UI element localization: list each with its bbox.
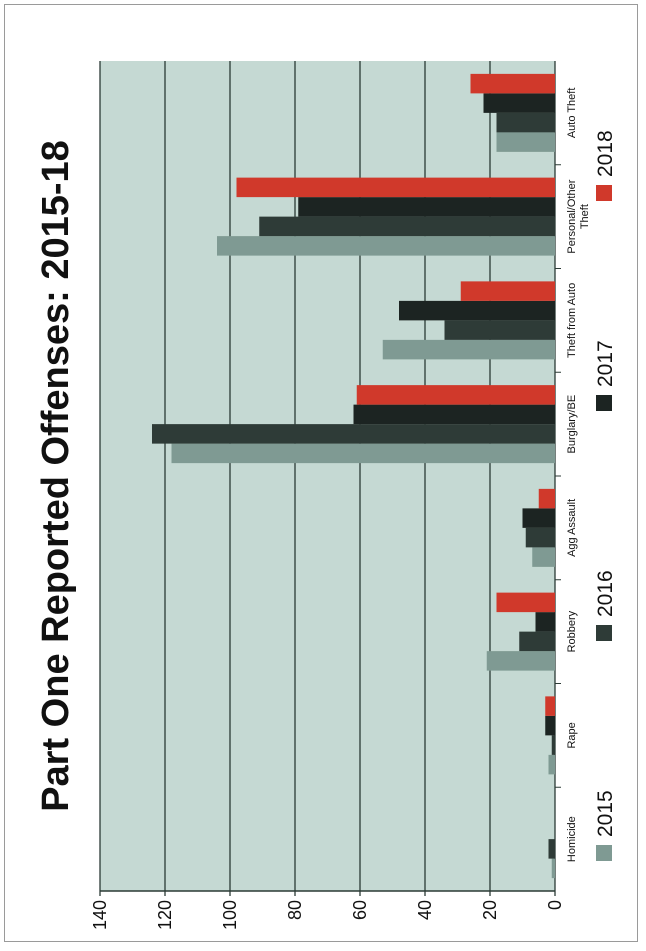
bar-2015-3: [532, 547, 555, 567]
category-label: Personal/OtherTheft: [566, 179, 591, 253]
bar-2016-7: [496, 112, 555, 133]
bar-2016-4: [152, 424, 555, 444]
bar-2018-6: [236, 177, 555, 198]
y-tick-label: 40: [415, 900, 435, 920]
bar-2018-1: [545, 696, 555, 716]
bar-2017-4: [353, 404, 555, 425]
legend-swatch-2016: [596, 625, 612, 641]
bar-2016-6: [259, 216, 555, 237]
y-tick-label: 100: [220, 900, 240, 930]
legend-label-2016: 2016: [594, 570, 617, 617]
bar-2015-5: [382, 339, 555, 360]
bar-2016-1: [551, 735, 555, 755]
legend-swatch-2018: [596, 185, 612, 201]
y-tick-label: 60: [350, 900, 370, 920]
bar-2015-7: [496, 132, 555, 152]
y-axis-ticks: 0 20 40 60 80 100 120 140: [90, 891, 565, 930]
bar-2015-0: [551, 858, 555, 879]
category-label: Agg Assault: [566, 499, 578, 557]
y-tick-label: 20: [480, 900, 500, 920]
bar-2015-4: [171, 443, 555, 464]
category-label: Auto Theft: [566, 88, 578, 139]
bar-2015-6: [217, 236, 555, 256]
legend-label-2018: 2018: [594, 130, 617, 177]
legend-label-2017: 2017: [594, 340, 617, 387]
legend-swatch-2017: [596, 395, 612, 411]
bar-2017-2: [535, 612, 555, 632]
bar-2018-3: [538, 488, 555, 509]
legend-label-2015: 2015: [594, 790, 617, 837]
category-labels: Homicide Rape Robbery Agg Assault Burglary/B…: [555, 88, 591, 862]
bar-2018-7: [470, 73, 555, 94]
legend-swatch-2015: [596, 845, 612, 861]
bar-2017-7: [483, 93, 555, 113]
legend: 2015 2016 2017 2018: [594, 130, 617, 861]
bar-2016-0: [548, 839, 555, 859]
category-label: Theft from Auto: [566, 283, 578, 358]
bar-2017-5: [399, 300, 555, 321]
bar-2015-1: [548, 754, 555, 775]
y-tick-label: 120: [155, 900, 175, 930]
scanned-page-frame: [4, 4, 638, 942]
category-label: Robbery: [566, 610, 578, 652]
bar-2018-2: [496, 592, 555, 613]
bar-2016-3: [525, 527, 555, 548]
plot-background: [100, 61, 555, 891]
bar-2018-4: [356, 385, 555, 405]
bar-2016-2: [519, 631, 555, 652]
bar-2017-6: [298, 197, 555, 217]
bar-2017-1: [545, 715, 555, 736]
bar-2017-3: [522, 508, 555, 528]
category-label: Rape: [566, 722, 578, 748]
bar-2015-2: [486, 651, 555, 671]
category-label: Burglary/BE: [566, 395, 578, 454]
y-tick-label: 80: [285, 900, 305, 920]
bar-2016-5: [444, 320, 555, 340]
bar-2018-5: [460, 281, 555, 301]
bars: [152, 73, 555, 879]
category-label: Homicide: [566, 816, 578, 862]
y-tick-label: 140: [90, 900, 110, 930]
chart-title: Part One Reported Offenses: 2015-18: [35, 140, 77, 812]
y-tick-label: 0: [545, 900, 565, 910]
